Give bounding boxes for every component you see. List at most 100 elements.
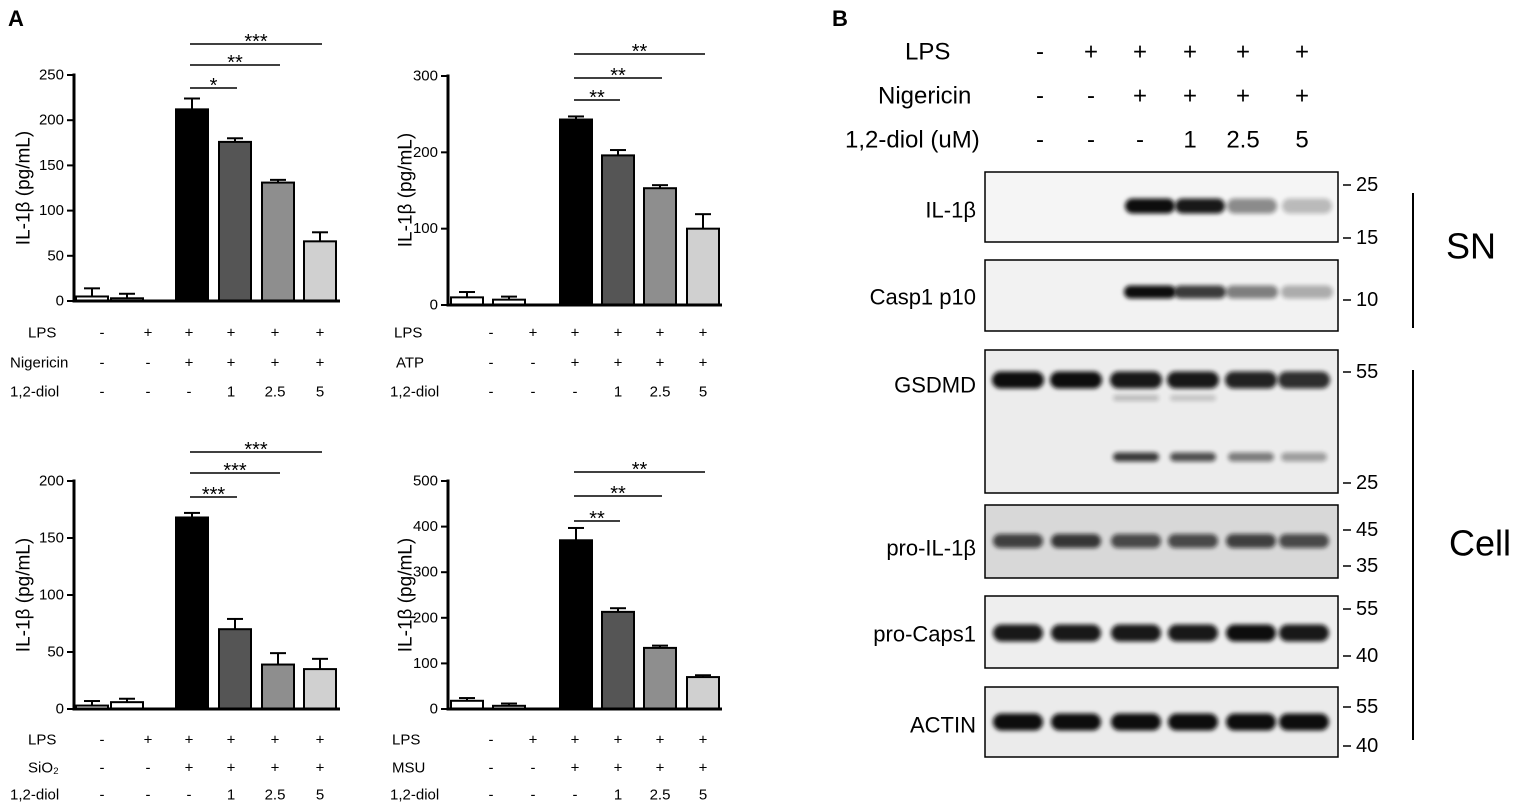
condition-value: - — [489, 787, 494, 804]
blot-band — [1174, 285, 1226, 299]
treatment-value: + — [1295, 39, 1309, 66]
blot-band — [1113, 452, 1159, 462]
blot-band — [1124, 285, 1176, 299]
condition-value: + — [185, 732, 194, 749]
y-tick-label: 200 — [413, 609, 438, 626]
blot-band — [1168, 713, 1218, 731]
significance-label: ** — [610, 65, 626, 87]
blot-band — [1051, 713, 1101, 731]
condition-value: + — [271, 325, 280, 342]
condition-value: + — [656, 732, 665, 749]
treatment-header: LPS - + + + + + Nigericin - - + + + +1,2-diol (uM) - - -… — [845, 39, 1309, 154]
condition-value: + — [571, 732, 580, 749]
condition-label: 1,2-diol — [390, 787, 439, 804]
y-tick-label: 50 — [47, 644, 64, 661]
condition-label: LPS — [394, 325, 422, 342]
marker-label: 25 — [1356, 472, 1378, 494]
blot-band — [1170, 452, 1216, 462]
blot-membrane — [984, 686, 1339, 758]
condition-value: 2.5 — [650, 384, 671, 401]
marker-label: 55 — [1356, 696, 1378, 718]
blot-band — [1051, 534, 1101, 548]
condition-value: 1 — [227, 787, 235, 804]
condition-value: + — [529, 732, 538, 749]
bar — [218, 628, 252, 711]
condition-value: + — [656, 760, 665, 777]
condition-value: - — [100, 732, 105, 749]
bar — [175, 108, 209, 302]
panel-b-label: B — [832, 6, 848, 31]
condition-value: + — [316, 732, 325, 749]
condition-value: - — [531, 787, 536, 804]
treatment-value: 5 — [1295, 127, 1308, 154]
blot-band — [1168, 624, 1218, 642]
blot-band — [992, 371, 1044, 389]
blot-label: GSDMD — [894, 373, 976, 398]
treatment-value: 1 — [1183, 127, 1196, 154]
group-label: SN — [1446, 226, 1496, 267]
y-tick-label: 0 — [430, 701, 438, 718]
blot-label: pro-Caps1 — [873, 622, 976, 647]
treatment-value: + — [1084, 39, 1098, 66]
marker-label: 55 — [1356, 361, 1378, 383]
condition-value: + — [571, 760, 580, 777]
treatment-value: 2.5 — [1226, 127, 1259, 154]
blot-label: Casp1 p10 — [870, 285, 976, 310]
condition-value: - — [489, 355, 494, 372]
blot-band — [1051, 624, 1101, 642]
significance-label: * — [210, 75, 218, 97]
blot-panel-5: pro-Caps1 55 40 — [873, 595, 1378, 669]
bar — [559, 539, 593, 711]
fraction-group-1: SN — [1412, 193, 1496, 328]
marker-label: 25 — [1356, 174, 1378, 196]
blot-label: ACTIN — [910, 713, 976, 738]
condition-value: 2.5 — [650, 787, 671, 804]
condition-label: Nigericin — [10, 355, 68, 372]
treatment-value: + — [1183, 39, 1197, 66]
marker-label: 15 — [1356, 227, 1378, 249]
condition-value: - — [100, 787, 105, 804]
significance-label: ** — [589, 87, 605, 109]
condition-value: + — [271, 760, 280, 777]
blot-band — [1281, 452, 1327, 462]
panel-a-label: A — [8, 6, 24, 31]
condition-value: - — [531, 760, 536, 777]
blot-band — [1279, 624, 1329, 642]
condition-value: - — [146, 384, 151, 401]
condition-value: - — [531, 384, 536, 401]
y-tick-label: 200 — [39, 473, 64, 490]
blot-label: IL-1β — [925, 198, 976, 223]
group-label: Cell — [1449, 523, 1511, 564]
treatment-label: LPS — [905, 39, 950, 66]
western-blot: LPS - + + + + + Nigericin - - + + + +1,2-diol (uM) - - -… — [845, 39, 1511, 758]
significance-label: ** — [610, 483, 626, 505]
condition-value: - — [146, 760, 151, 777]
blot-band — [993, 624, 1043, 642]
y-axis-label: IL-1β (pg/mL) — [14, 131, 35, 245]
condition-label: 1,2-diol — [10, 787, 59, 804]
bar — [261, 663, 295, 710]
fraction-group-2: Cell — [1412, 370, 1511, 740]
blot-band — [993, 713, 1043, 731]
treatment-value: + — [1133, 39, 1147, 66]
condition-value: - — [100, 384, 105, 401]
condition-value: - — [100, 355, 105, 372]
bar — [303, 240, 337, 302]
blot-band — [1167, 371, 1219, 389]
treatment-value: + — [1236, 39, 1250, 66]
condition-value: + — [144, 325, 153, 342]
blot-band — [1226, 624, 1276, 642]
condition-value: + — [271, 732, 280, 749]
significance-label: ** — [632, 41, 648, 63]
blot-band — [1125, 198, 1175, 214]
blot-panel-2: Casp1 p10 10 — [870, 259, 1378, 332]
treatment-value: + — [1236, 83, 1250, 110]
y-tick-label: 150 — [39, 530, 64, 547]
condition-value: + — [571, 325, 580, 342]
blot-band — [1113, 395, 1159, 401]
marker-label: 10 — [1356, 289, 1378, 311]
blot-band — [1170, 395, 1216, 401]
